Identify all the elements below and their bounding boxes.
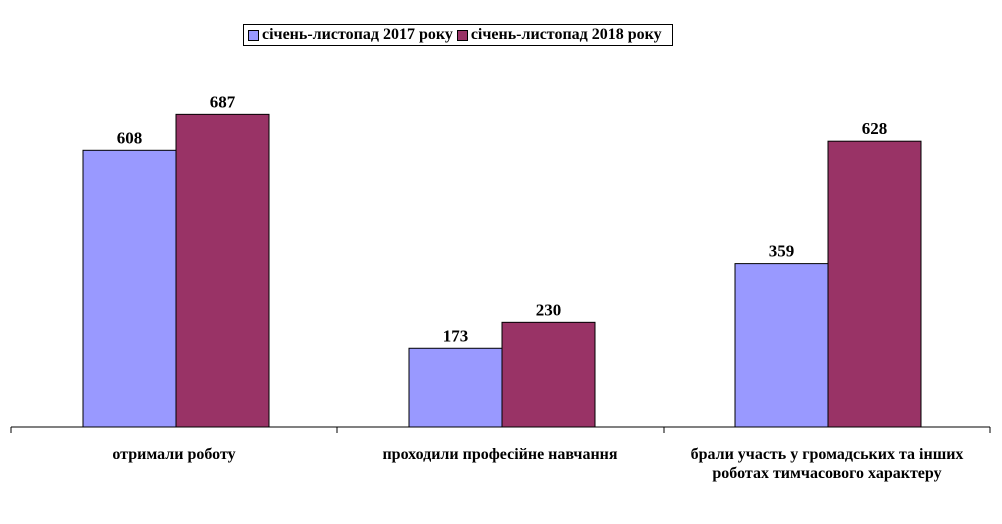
x-tick-label-3: брали участь у громадських та інших робо…	[690, 446, 964, 482]
data-label-2018-cat-3: 628	[862, 119, 888, 138]
legend-label-2017: січень-листопад 2017 року	[262, 26, 453, 43]
legend: січень-листопад 2017 року січень-листопа…	[243, 24, 673, 46]
legend-item-2018: січень-листопад 2018 року	[456, 26, 662, 44]
legend-label-2018: січень-листопад 2018 року	[470, 26, 662, 43]
x-tick-label-2: проходили професійне навчання	[382, 446, 618, 463]
legend-item-2017: січень-листопад 2017 року	[248, 26, 453, 44]
data-label-2018-cat-1: 687	[210, 92, 236, 111]
bar-2018-cat-2	[501, 321, 596, 428]
bar-2017-cat-3	[734, 263, 829, 428]
x-tick-label-1: отримали роботу	[112, 446, 236, 463]
legend-swatch-2017	[248, 29, 259, 41]
bar-2018-cat-1	[175, 113, 270, 428]
data-label-2017-cat-2: 173	[443, 326, 469, 345]
bar-2017-cat-1	[82, 149, 177, 428]
data-label-2017-cat-3: 359	[769, 242, 795, 261]
bar-2017-cat-2	[408, 347, 503, 428]
data-label-2017-cat-1: 608	[117, 128, 143, 147]
legend-swatch-2018	[456, 29, 468, 41]
bar-2018-cat-3	[827, 140, 922, 428]
data-label-2018-cat-2: 230	[536, 300, 562, 319]
